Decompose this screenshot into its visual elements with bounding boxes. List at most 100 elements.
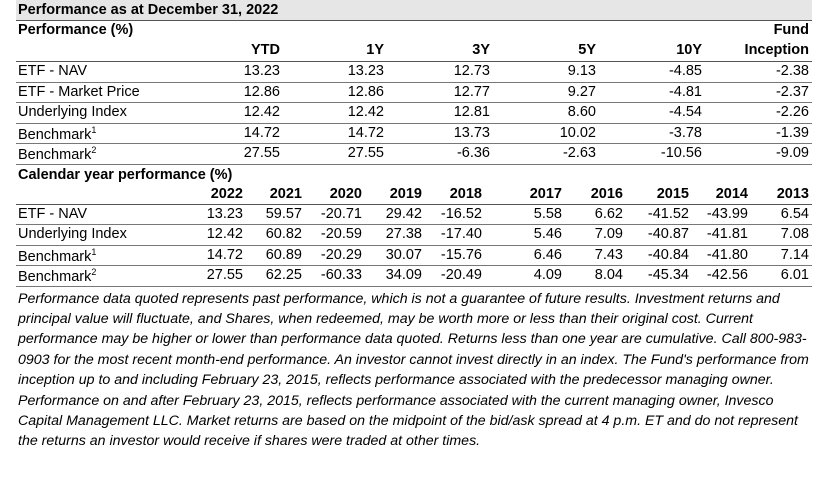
- value-cell: 62.25: [265, 267, 302, 283]
- row-label: ETF - Market Price: [18, 83, 140, 100]
- performance-header: Performance (%) YTD 1Y 3Y 5Y 10Y Fund In…: [16, 21, 812, 62]
- value-cell: -6.36: [456, 145, 490, 161]
- value-cell: 13.73: [453, 124, 490, 141]
- value-cell: 27.38: [385, 226, 422, 242]
- value-cell: 29.42: [385, 205, 422, 222]
- value-cell: 9.27: [567, 83, 596, 100]
- year-header: 2022: [210, 185, 243, 202]
- value-cell: -17.40: [440, 226, 482, 242]
- year-header: 2021: [269, 185, 302, 202]
- table-row: Underlying Index 12.42 60.82 -20.59 27.3…: [16, 225, 812, 246]
- value-cell: -40.87: [647, 226, 689, 242]
- year-header: 2018: [449, 185, 482, 202]
- value-cell: -43.99: [706, 205, 748, 222]
- value-cell: 12.77: [453, 83, 490, 100]
- footnote-marker: 1: [91, 246, 97, 257]
- value-cell: -45.34: [647, 267, 689, 283]
- value-cell: -42.56: [706, 267, 748, 283]
- value-cell: 12.86: [347, 83, 384, 100]
- value-cell: 59.57: [265, 205, 302, 222]
- value-cell: 27.55: [206, 267, 243, 283]
- value-cell: -10.56: [660, 145, 702, 161]
- col-5y: 5Y: [578, 42, 596, 58]
- row-label: ETF - NAV: [18, 205, 88, 222]
- value-cell: -15.76: [440, 246, 482, 263]
- value-cell: 12.42: [206, 226, 243, 242]
- table-row: Benchmark1 14.72 14.72 13.73 10.02 -3.78…: [16, 124, 812, 144]
- value-cell: 60.89: [265, 246, 302, 263]
- year-header: 2019: [389, 185, 422, 202]
- value-cell: 5.46: [533, 226, 562, 242]
- value-cell: -4.85: [668, 63, 702, 79]
- value-cell: -4.54: [668, 104, 702, 120]
- value-cell: 34.09: [385, 267, 422, 283]
- year-header: 2014: [715, 185, 748, 202]
- value-cell: 14.72: [243, 124, 280, 141]
- col-10y: 10Y: [676, 42, 702, 58]
- table-row: ETF - Market Price 12.86 12.86 12.77 9.2…: [16, 83, 812, 103]
- year-header: 2020: [329, 185, 362, 202]
- footnote-marker: 2: [91, 267, 97, 277]
- row-label: Benchmark2: [18, 267, 97, 285]
- value-cell: 6.54: [780, 205, 809, 222]
- year-header: 2015: [656, 185, 689, 202]
- performance-document: Performance as at December 31, 2022 Perf…: [16, 0, 812, 452]
- table-row: Benchmark2 27.55 27.55 -6.36 -2.63 -10.5…: [16, 144, 812, 165]
- footnote-marker: 2: [91, 145, 97, 155]
- value-cell: 13.23: [206, 205, 243, 222]
- disclaimer-text: Performance data quoted represents past …: [18, 290, 809, 450]
- performance-label: Performance (%): [18, 22, 134, 38]
- row-label: ETF - NAV: [18, 63, 88, 79]
- value-cell: -2.26: [775, 104, 809, 120]
- value-cell: -3.78: [668, 124, 702, 141]
- value-cell: 8.60: [567, 104, 596, 120]
- value-cell: -20.29: [320, 246, 362, 263]
- value-cell: 27.55: [243, 145, 280, 161]
- value-cell: 60.82: [265, 226, 302, 242]
- value-cell: 13.23: [243, 63, 280, 79]
- col-1y: 1Y: [366, 42, 384, 58]
- value-cell: -16.52: [440, 205, 482, 222]
- value-cell: 12.81: [453, 104, 490, 120]
- value-cell: 6.62: [594, 205, 623, 222]
- col-inception: Inception: [744, 42, 809, 58]
- value-cell: -20.49: [440, 267, 482, 283]
- value-cell: -20.71: [320, 205, 362, 222]
- value-cell: 7.09: [594, 226, 623, 242]
- table-row: ETF - NAV 13.23 59.57 -20.71 29.42 -16.5…: [16, 205, 812, 225]
- value-cell: -2.63: [562, 145, 596, 161]
- year-header: 2013: [776, 185, 809, 202]
- row-label: Benchmark1: [18, 246, 97, 265]
- value-cell: -60.33: [320, 267, 362, 283]
- value-cell: -9.09: [775, 145, 809, 161]
- value-cell: 13.23: [347, 63, 384, 79]
- value-cell: 7.43: [594, 246, 623, 263]
- value-cell: 14.72: [206, 246, 243, 263]
- calendar-header: 2022 2021 2020 2019 2018 2017 2016 2015 …: [16, 185, 812, 205]
- value-cell: 10.02: [559, 124, 596, 141]
- performance-table-body: ETF - NAV 13.23 13.23 12.73 9.13 -4.85 -…: [16, 62, 812, 165]
- col-fund: Fund: [773, 22, 809, 38]
- value-cell: 12.73: [453, 63, 490, 79]
- value-cell: 6.01: [780, 267, 809, 283]
- table-row: ETF - NAV 13.23 13.23 12.73 9.13 -4.85 -…: [16, 62, 812, 83]
- value-cell: -20.59: [320, 226, 362, 242]
- year-header: 2017: [529, 185, 562, 202]
- row-label: Benchmark2: [18, 145, 97, 163]
- value-cell: 9.13: [567, 63, 596, 79]
- value-cell: 12.86: [243, 83, 280, 100]
- row-label: Benchmark1: [18, 124, 97, 143]
- value-cell: 5.58: [533, 205, 562, 222]
- row-label: Underlying Index: [18, 104, 127, 120]
- table-row: Benchmark2 27.55 62.25 -60.33 34.09 -20.…: [16, 266, 812, 287]
- value-cell: 27.55: [347, 145, 384, 161]
- table-row: Benchmark1 14.72 60.89 -20.29 30.07 -15.…: [16, 246, 812, 266]
- year-header: 2016: [590, 185, 623, 202]
- value-cell: -2.38: [775, 63, 809, 79]
- col-ytd: YTD: [251, 42, 280, 58]
- col-3y: 3Y: [472, 42, 490, 58]
- value-cell: -41.80: [706, 246, 748, 263]
- value-cell: 6.46: [533, 246, 562, 263]
- value-cell: -2.37: [775, 83, 809, 100]
- value-cell: 7.14: [780, 246, 809, 263]
